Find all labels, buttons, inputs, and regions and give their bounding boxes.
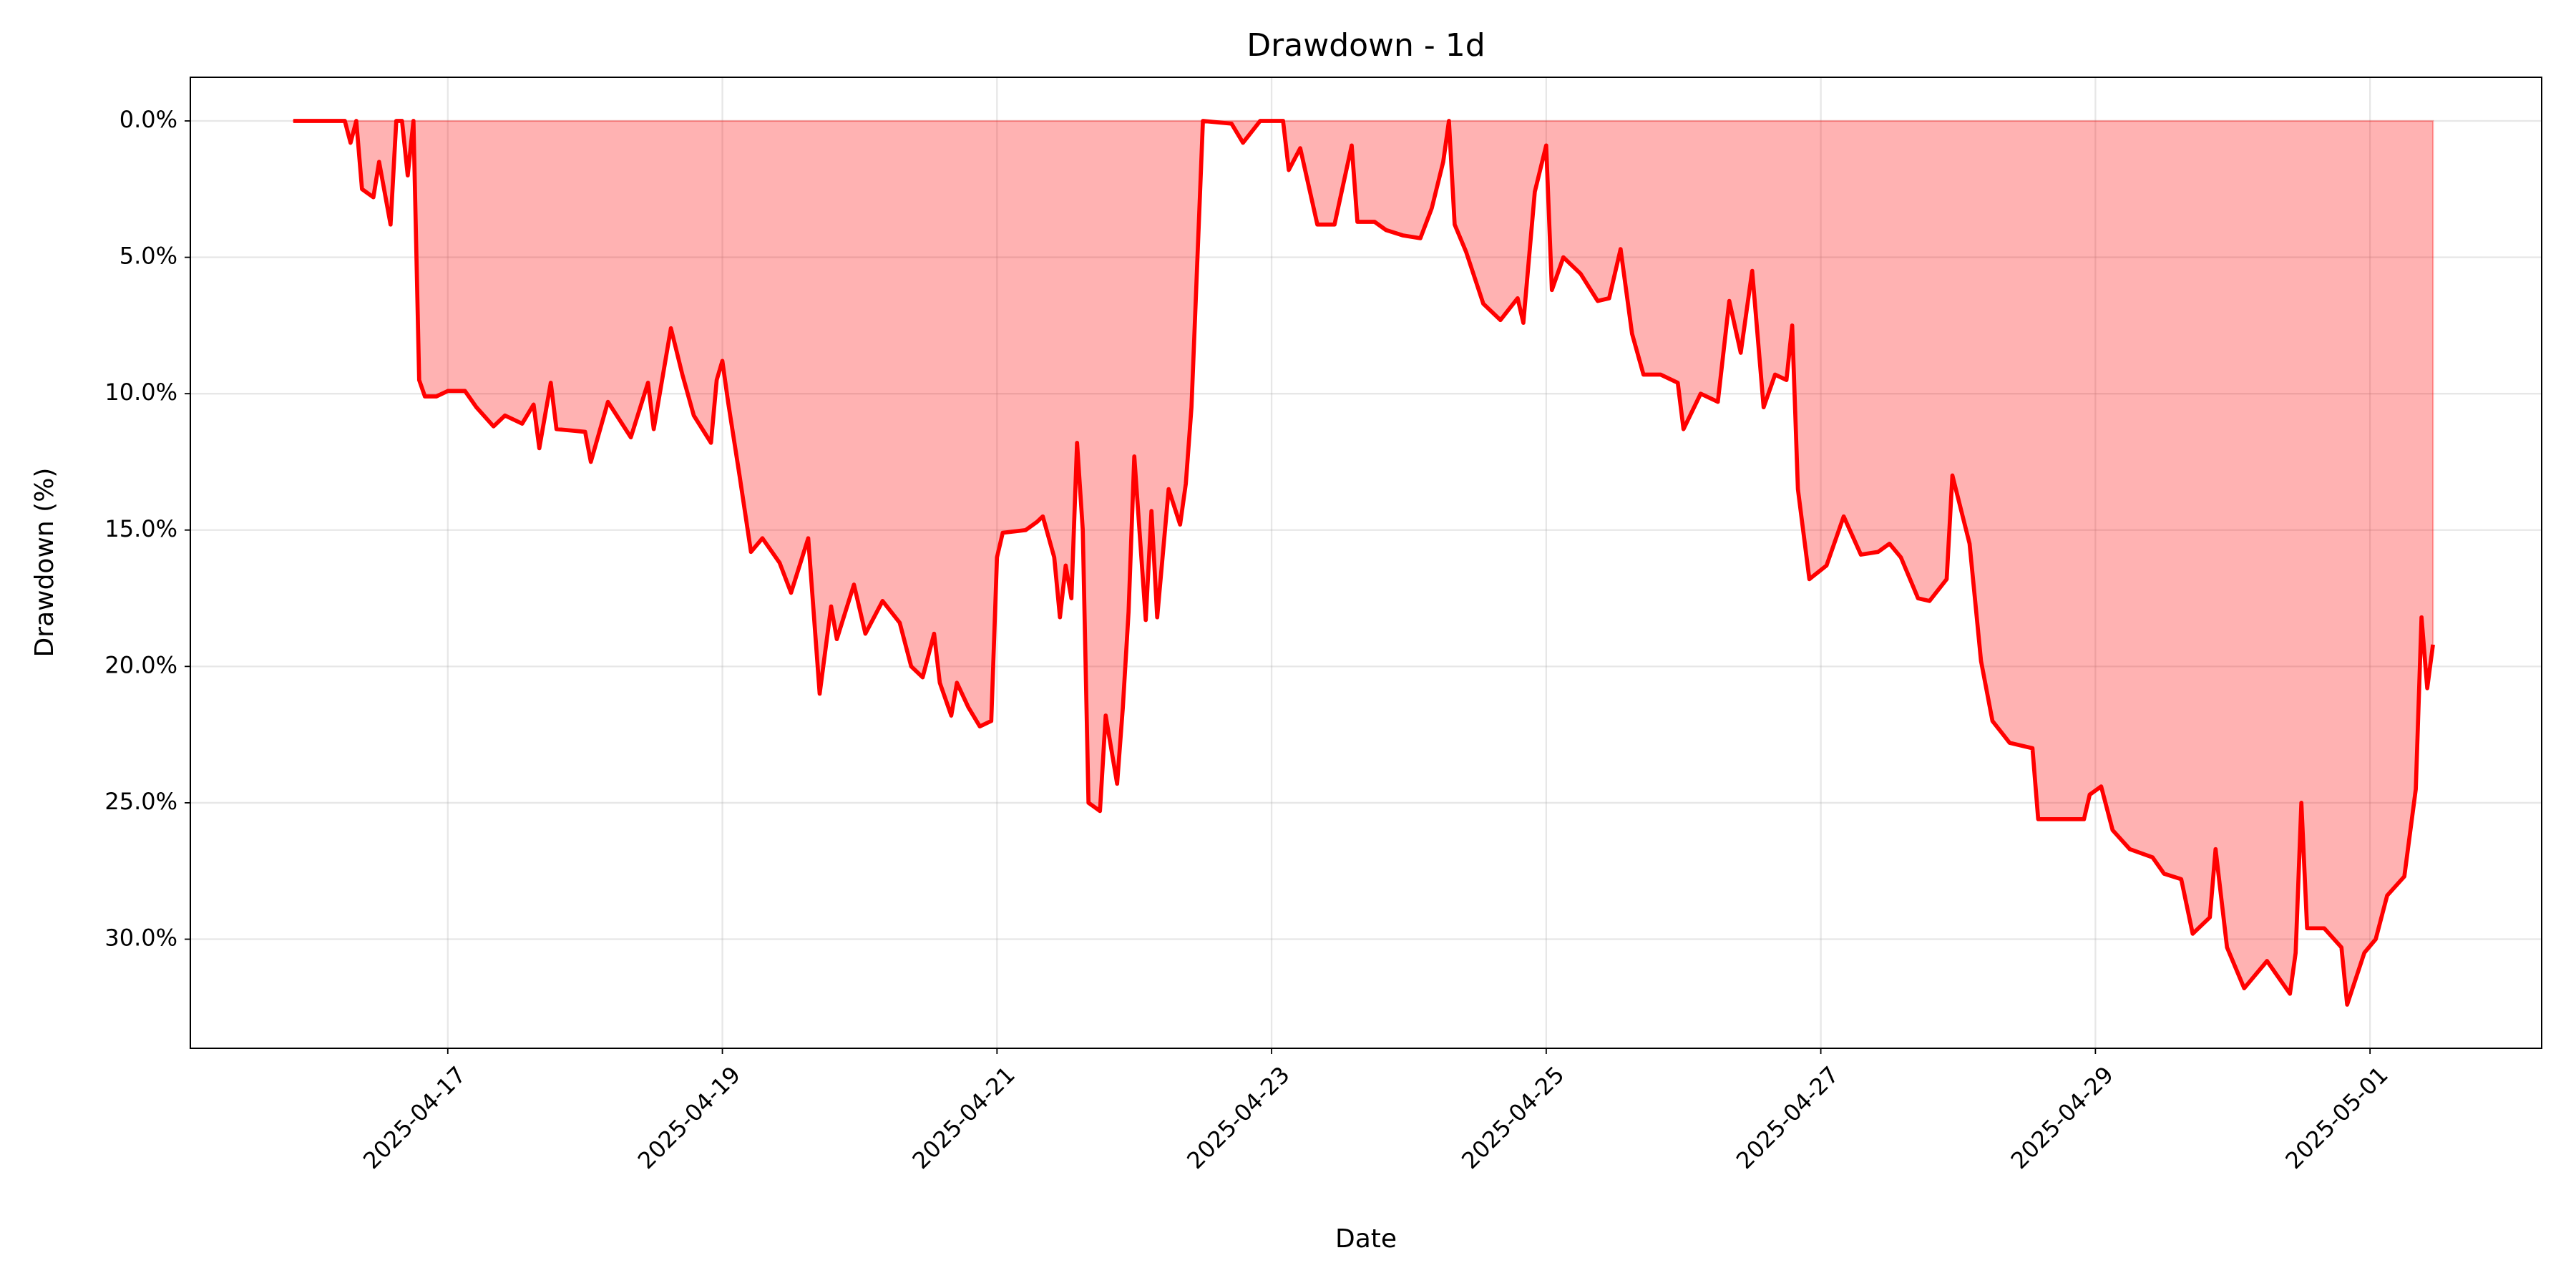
y-tick-label: 5.0% [119, 243, 177, 270]
y-tick-label: 15.0% [104, 515, 177, 542]
chart-title: Drawdown - 1d [1246, 27, 1485, 64]
drawdown-line [293, 119, 2435, 1007]
y-tick-label: 20.0% [104, 651, 177, 678]
y-tick-label: 0.0% [119, 106, 177, 133]
y-tick-label: 25.0% [104, 788, 177, 815]
y-axis-label: Drawdown (%) [30, 468, 59, 658]
y-tick-label: 10.0% [104, 379, 177, 406]
x-axis-label: Date [1335, 1224, 1397, 1254]
y-tick-label: 30.0% [104, 924, 177, 952]
plot-frame [190, 77, 2542, 1049]
